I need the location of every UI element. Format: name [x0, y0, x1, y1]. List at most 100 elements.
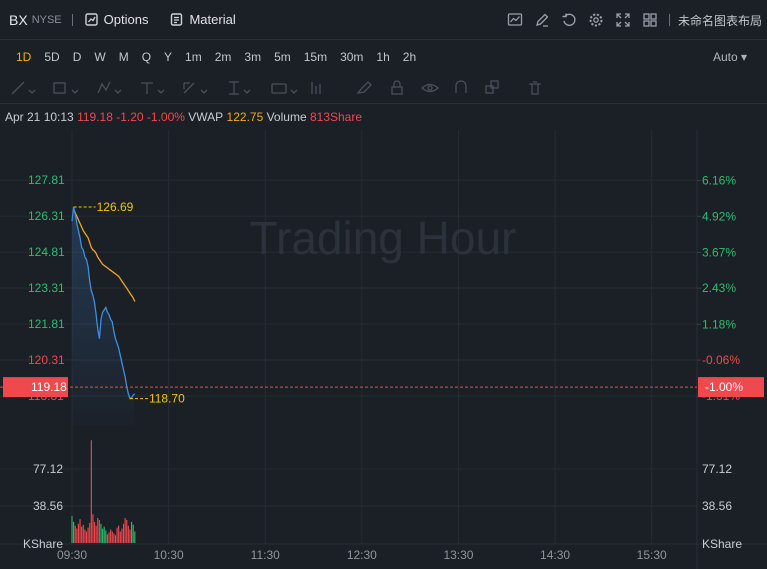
volume-bar [113, 533, 115, 543]
y2-tick-label: -0.06% [702, 353, 740, 367]
tool-line[interactable] [11, 81, 25, 95]
volume-tick-label: 38.56 [33, 499, 63, 513]
x-tick-label: 10:30 [154, 548, 184, 562]
volume-bar [118, 525, 120, 543]
tool-link[interactable] [485, 85, 494, 94]
volume-bar [132, 524, 134, 543]
y-tick-label: 123.31 [28, 281, 65, 295]
y-tick-label: 120.31 [28, 353, 65, 367]
layout-name[interactable]: 未命名图表布局 [677, 13, 762, 28]
volume-bar [126, 519, 128, 543]
info-bar: Apr 21 10:13 119.18 -1.20 -1.00% VWAP 12… [0, 105, 767, 129]
info-change-pct: -1.00% [146, 110, 185, 124]
tool-caret[interactable] [243, 89, 251, 94]
pct-badge [698, 377, 764, 398]
tool-pen[interactable] [356, 81, 372, 94]
timeframe-button[interactable]: 2h [402, 49, 417, 64]
tool-measure[interactable] [229, 81, 239, 95]
timeframe-button[interactable]: 1D [16, 49, 32, 64]
low-label: 118.70 [149, 392, 185, 406]
tool-text[interactable] [141, 82, 153, 94]
volume-bar [119, 531, 121, 543]
timeframe-button[interactable]: 2m [214, 49, 232, 64]
fullscreen-icon[interactable] [615, 12, 631, 28]
timeframe-button[interactable]: 5D [44, 49, 60, 64]
tool-wave[interactable] [97, 81, 111, 94]
layout-icon[interactable] [642, 12, 658, 28]
volume-tick-label: 77.12 [33, 462, 63, 476]
tool-trash[interactable] [529, 81, 541, 95]
volume-tick-label: 38.56 [702, 499, 732, 513]
volume-bar [114, 535, 117, 543]
tool-magnet[interactable] [455, 80, 467, 93]
info-vwap: 122.75 [226, 110, 264, 124]
timeframe-button[interactable]: W [94, 49, 106, 64]
tool-lock[interactable] [391, 86, 403, 95]
tool-caret[interactable] [157, 89, 165, 94]
y-tick-label: 126.31 [28, 209, 65, 223]
tool-note[interactable] [271, 83, 287, 94]
volume-bar [90, 440, 92, 543]
volume-bar [82, 524, 84, 543]
volume-bar [129, 529, 131, 543]
tool-eye[interactable] [421, 83, 439, 93]
price-badge-label: 119.18 [31, 380, 67, 394]
auto-label: Auto [712, 49, 738, 64]
vwap-line [73, 208, 136, 302]
tool-bars[interactable] [311, 82, 321, 94]
y2-tick-label: 6.16% [702, 174, 736, 188]
timeframe-bar: 1D 5D D W M Q Y 1m 2m 3m 5m 15m 30m 1h 2h Auto ▾ [0, 40, 767, 73]
tool-caret[interactable] [28, 89, 36, 94]
tool-arrow[interactable] [183, 82, 195, 94]
volume-bar [74, 525, 76, 543]
volume-bar [102, 528, 104, 543]
volume-bar [73, 521, 75, 543]
exchange: NYSE [31, 13, 62, 26]
info-time: Apr 21 10:13 [5, 110, 74, 124]
settings-icon[interactable] [588, 12, 604, 28]
timeframe-button[interactable]: M [118, 49, 129, 64]
volume-bar [131, 521, 133, 543]
volume-bar [98, 519, 100, 543]
timeframe-button[interactable]: 15m [303, 49, 328, 64]
reset-icon[interactable] [561, 12, 577, 28]
material-label: Material [189, 12, 236, 27]
volume-bar [81, 526, 83, 543]
tool-link-2[interactable] [490, 80, 499, 89]
timeframe-button[interactable]: Q [141, 49, 152, 64]
volume-bar [121, 528, 123, 543]
timeframe-button[interactable]: 5m [274, 49, 291, 64]
volume-bar [110, 529, 112, 543]
tool-caret[interactable] [200, 89, 208, 94]
draw-icon[interactable] [534, 12, 550, 28]
timeframe-button[interactable]: 30m [340, 49, 364, 64]
tool-eye-pupil[interactable] [427, 85, 433, 91]
volume-bar [108, 532, 110, 543]
tool-icons [11, 80, 541, 95]
volume-bar [111, 531, 113, 543]
tool-lock-top[interactable] [393, 80, 401, 87]
timeframe-button[interactable]: D [72, 49, 82, 64]
high-label: 126.69 [97, 200, 134, 214]
timeframe-button[interactable]: 1h [376, 49, 390, 64]
y2-tick-label: 4.92% [702, 209, 736, 223]
volume-bar [95, 525, 97, 543]
info-change: -1.20 [116, 110, 144, 124]
tool-caret[interactable] [114, 89, 122, 94]
indicator-icon[interactable] [507, 12, 523, 28]
volume-bar [79, 518, 81, 543]
material-button[interactable]: Material [170, 12, 236, 27]
timeframe-button[interactable]: 1m [185, 49, 202, 64]
tool-caret[interactable] [71, 89, 79, 94]
x-tick-label: 15:30 [637, 548, 667, 562]
tool-caret[interactable] [290, 89, 298, 94]
timeframe-button[interactable]: Y [164, 49, 173, 64]
volume-bar [76, 528, 78, 543]
y-tick-label: 121.81 [28, 317, 65, 331]
tool-rect[interactable] [53, 82, 66, 94]
options-button[interactable]: Options [84, 12, 148, 27]
auto-select[interactable]: Auto ▾ [712, 49, 747, 64]
timeframe-button[interactable]: 3m [244, 49, 262, 64]
x-tick-label: 12:30 [347, 548, 377, 562]
x-tick-label: 09:30 [57, 548, 87, 562]
